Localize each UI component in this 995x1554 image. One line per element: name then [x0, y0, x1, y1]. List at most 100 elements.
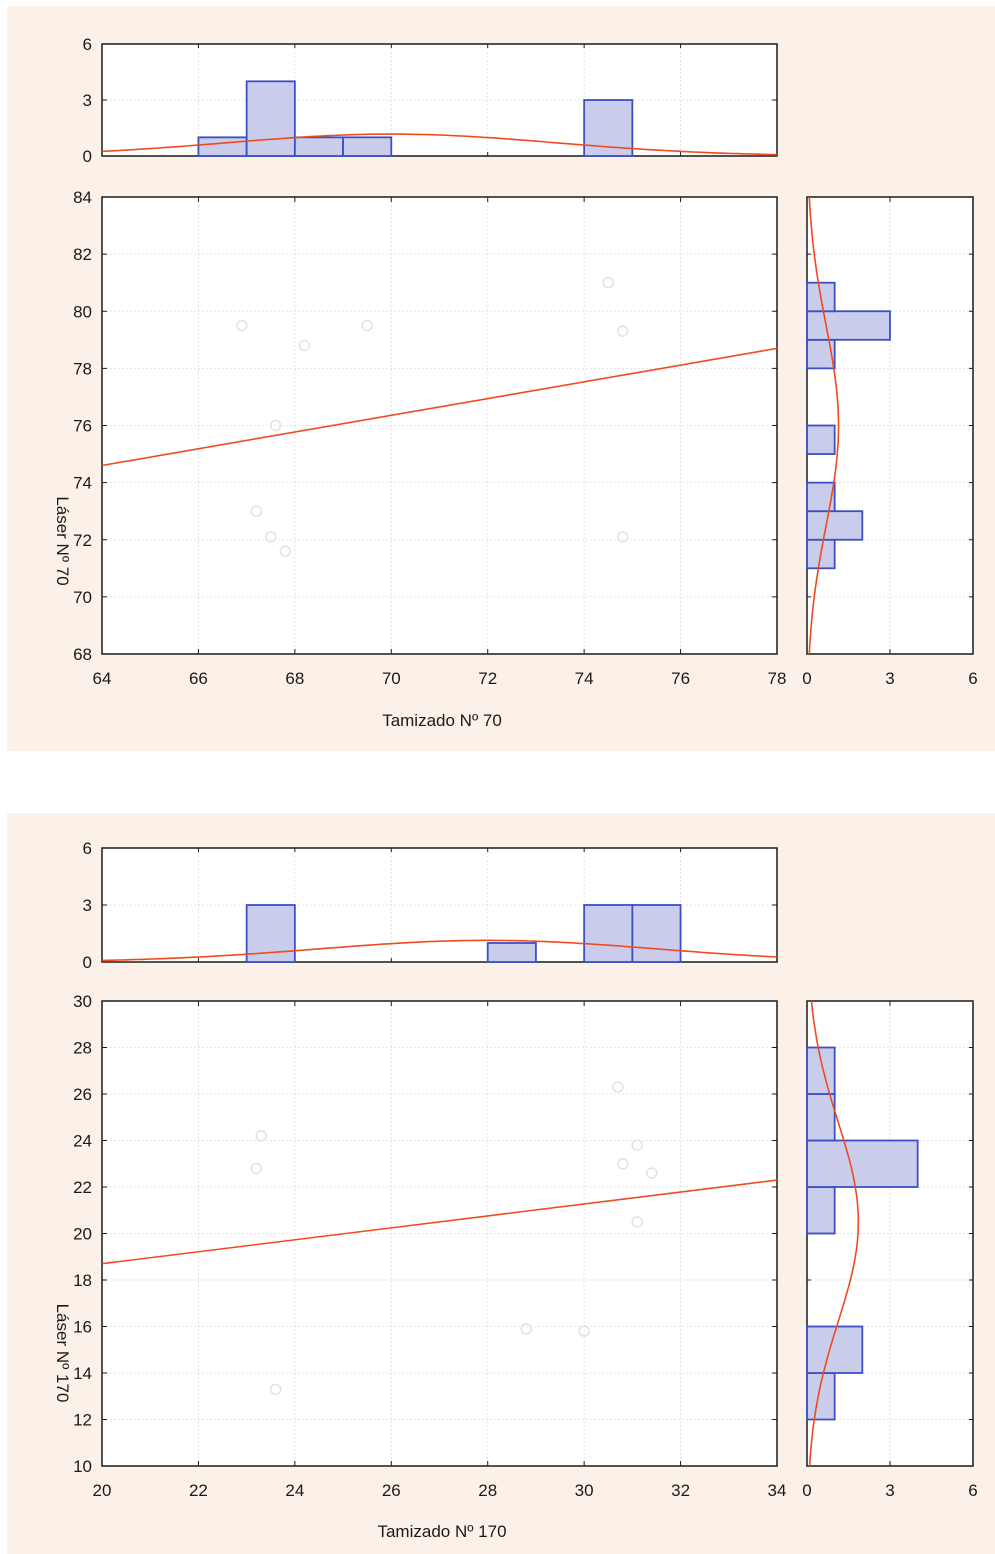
chart-panel-tamizado-170: 20 22 24 26 28 30 32 34 10 12 14 16 18 20 22 24 26 28 30 0 3… — [7, 813, 995, 1554]
scatter-point — [617, 531, 629, 543]
right-hist-x-tick-label: 6 — [968, 1481, 977, 1500]
x-tick-label: 72 — [478, 669, 497, 688]
x-tick-label: 24 — [285, 1481, 304, 1500]
top-histogram-bar — [293, 136, 344, 157]
y-tick-label: 26 — [73, 1085, 92, 1104]
scatter-point — [617, 325, 629, 337]
right-histogram-normal-curve — [808, 196, 840, 655]
top-histogram-bar — [631, 904, 682, 963]
x-tick-label: 32 — [671, 1481, 690, 1500]
right-hist-x-tick-label: 6 — [968, 669, 977, 688]
x-tick-label: 28 — [478, 1481, 497, 1500]
right-histogram-normal-curve — [808, 1000, 860, 1467]
y-tick-label: 74 — [73, 474, 92, 493]
y-tick-label: 20 — [73, 1225, 92, 1244]
scatter-point — [645, 1167, 658, 1179]
x-axis-label: Tamizado Nº 170 — [377, 1522, 506, 1541]
right-hist-x-tick-label: 0 — [802, 1481, 811, 1500]
y-tick-label: 10 — [73, 1457, 92, 1476]
right-histogram-bar — [806, 481, 836, 513]
top-hist-y-tick-label: 0 — [83, 953, 92, 972]
y-tick-label: 16 — [73, 1318, 92, 1337]
scatter-point — [631, 1139, 643, 1151]
chart-panel-tamizado-70: 64 66 68 70 72 74 76 78 68 70 72 74 76 78 80 82 84 0 3 6 0 3 6… — [7, 6, 995, 751]
scatter-histogram-chart-70: 64 66 68 70 72 74 76 78 68 70 72 74 76 78 80 82 84 0 3 6 0 3 6… — [53, 35, 978, 730]
x-tick-label: 22 — [189, 1481, 208, 1500]
x-tick-label: 74 — [575, 669, 594, 688]
scatter-point — [269, 419, 282, 432]
regression-line — [101, 1179, 778, 1265]
y-tick-label: 84 — [73, 188, 92, 207]
top-histogram-bar — [583, 904, 634, 963]
x-tick-label: 76 — [671, 669, 690, 688]
scatter-point — [236, 319, 248, 332]
y-axis-label: Láser Nº 170 — [53, 1304, 72, 1403]
scatter-point — [631, 1216, 643, 1228]
y-tick-label: 68 — [73, 645, 92, 664]
scatter-histogram-chart-170: 20 22 24 26 28 30 32 34101214161820222426283003… — [53, 839, 978, 1541]
scatter-point — [578, 1325, 590, 1337]
y-axis-label: Láser Nº 70 — [53, 496, 72, 585]
scatter-point — [602, 276, 614, 289]
y-tick-label: 70 — [73, 588, 92, 607]
right-histogram-bar — [806, 281, 836, 313]
scatter-point — [279, 545, 291, 557]
scatter-point — [265, 531, 277, 543]
right-histogram-bar — [806, 1046, 836, 1095]
right-histogram-bar — [806, 1372, 836, 1421]
right-histogram-bar — [806, 310, 891, 341]
right-histogram-bar — [806, 424, 836, 455]
y-tick-label: 78 — [73, 359, 92, 378]
top-hist-y-tick-label: 3 — [83, 91, 92, 110]
top-histogram-bar — [197, 136, 248, 157]
x-tick-label: 20 — [93, 1481, 112, 1500]
right-hist-x-tick-label: 3 — [885, 1481, 894, 1500]
right-histogram-bar — [806, 510, 864, 541]
top-hist-y-tick-label: 6 — [83, 35, 92, 54]
y-tick-label: 24 — [73, 1132, 92, 1151]
scatter-point — [361, 319, 373, 332]
y-tick-label: 82 — [73, 245, 92, 264]
x-tick-label: 34 — [768, 1481, 787, 1500]
x-tick-label: 64 — [93, 669, 112, 688]
top-histogram-bar — [342, 136, 393, 157]
scatter-point — [269, 1383, 282, 1395]
top-histogram-normal-curve — [101, 939, 778, 962]
top-histogram-bar — [245, 80, 296, 157]
regression-line — [101, 347, 778, 467]
top-histogram-normal-curve — [101, 133, 778, 156]
right-hist-x-tick-label: 0 — [802, 669, 811, 688]
x-axis-label: Tamizado Nº 70 — [382, 711, 502, 730]
right-histogram-bar — [806, 1093, 836, 1142]
right-histogram-bar — [806, 338, 836, 370]
right-histogram-bar — [806, 1186, 836, 1235]
top-histogram-bar — [486, 942, 537, 963]
top-hist-y-tick-label: 3 — [83, 896, 92, 915]
y-tick-label: 72 — [73, 531, 92, 550]
scatter-point — [520, 1323, 532, 1335]
x-tick-label: 68 — [285, 669, 304, 688]
x-tick-label: 70 — [382, 669, 401, 688]
y-tick-label: 30 — [73, 992, 92, 1011]
y-tick-label: 14 — [73, 1364, 92, 1383]
right-hist-x-tick-label: 3 — [885, 669, 894, 688]
scatter-point — [617, 1158, 629, 1170]
y-tick-label: 80 — [73, 302, 92, 321]
scatter-point — [298, 339, 311, 352]
y-tick-label: 28 — [73, 1039, 92, 1058]
x-tick-label: 66 — [189, 669, 208, 688]
y-tick-label: 22 — [73, 1178, 92, 1197]
y-tick-label: 76 — [73, 417, 92, 436]
scatter-point — [250, 1162, 262, 1175]
x-tick-label: 30 — [575, 1481, 594, 1500]
scatter-point — [255, 1130, 267, 1142]
scatter-point — [612, 1081, 624, 1093]
y-tick-label: 12 — [73, 1411, 92, 1430]
x-tick-label: 26 — [382, 1481, 401, 1500]
y-tick-label: 18 — [73, 1271, 92, 1290]
top-histogram-bar — [245, 904, 296, 963]
top-hist-y-tick-label: 0 — [83, 147, 92, 166]
right-histogram-bar — [806, 1139, 919, 1188]
x-tick-label: 78 — [768, 669, 787, 688]
top-histogram-bar — [583, 99, 634, 157]
